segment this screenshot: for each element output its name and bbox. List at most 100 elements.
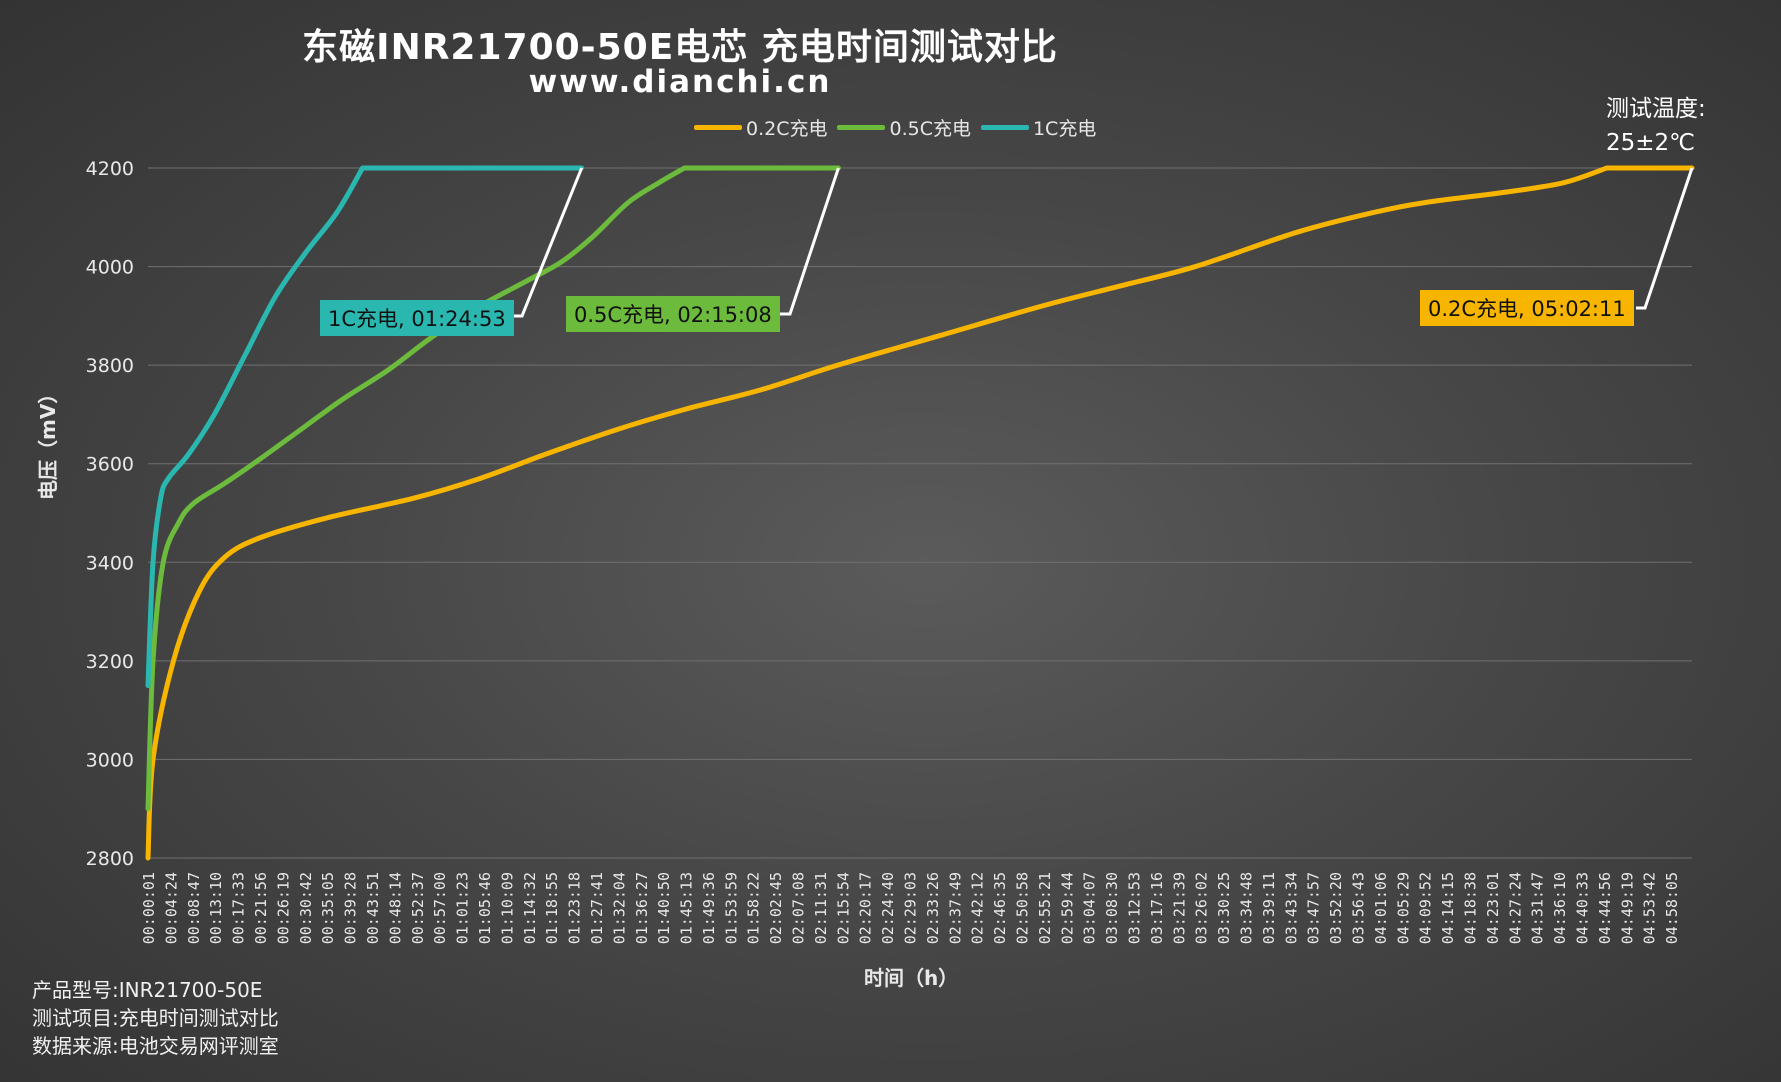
x-tick-label: 02:24:40 bbox=[879, 872, 897, 944]
y-tick-label: 3600 bbox=[86, 454, 134, 476]
x-tick-label: 00:39:28 bbox=[342, 872, 360, 944]
x-tick-label: 03:30:25 bbox=[1215, 872, 1233, 944]
y-tick-label: 4000 bbox=[86, 257, 134, 279]
y-tick-label: 3400 bbox=[86, 552, 134, 574]
x-tick-label: 01:10:09 bbox=[498, 872, 516, 944]
x-tick-label: 00:13:10 bbox=[207, 872, 225, 944]
x-tick-label: 04:01:06 bbox=[1372, 872, 1390, 944]
x-tick-label: 04:53:42 bbox=[1641, 872, 1659, 944]
x-tick-label: 00:26:19 bbox=[274, 872, 292, 944]
footer-row-test: 测试项目: 充电时间测试对比 bbox=[32, 1004, 279, 1032]
x-tick-label: 02:11:31 bbox=[812, 872, 830, 944]
x-tick-label: 01:58:22 bbox=[745, 872, 763, 944]
x-tick-label: 02:42:12 bbox=[969, 872, 987, 944]
legend-swatch-1c bbox=[980, 125, 1029, 130]
x-tick-label: 03:12:53 bbox=[1126, 872, 1144, 944]
x-tick-label: 04:05:29 bbox=[1394, 872, 1412, 944]
legend-label-0.5c: 0.5C充电 bbox=[889, 118, 971, 140]
x-tick-label: 01:53:59 bbox=[722, 872, 740, 944]
x-tick-label: 02:55:21 bbox=[1036, 872, 1054, 944]
x-tick-label: 02:50:58 bbox=[1014, 872, 1032, 944]
legend-item-0.5c: 0.5C充电 bbox=[837, 114, 971, 141]
footer-model-value: INR21700-50E bbox=[118, 978, 263, 1002]
legend-item-1c: 1C充电 bbox=[980, 114, 1097, 141]
series-line-1C充电 bbox=[145, 165, 585, 688]
x-tick-label: 02:15:54 bbox=[834, 872, 852, 944]
footer-info: 产品型号: INR21700-50E 测试项目: 充电时间测试对比 数据来源: … bbox=[32, 976, 279, 1060]
y-tick-label: 3200 bbox=[86, 651, 134, 673]
x-tick-label: 01:49:36 bbox=[700, 872, 718, 944]
x-tick-label: 03:21:39 bbox=[1170, 872, 1188, 944]
temperature-value: 25±2℃ bbox=[1606, 130, 1696, 156]
x-tick-label: 00:43:51 bbox=[364, 872, 382, 944]
x-tick-label: 01:45:13 bbox=[678, 872, 696, 944]
test-temperature: 测试温度: 25±2℃ bbox=[1606, 92, 1706, 160]
chart-subtitle: www.dianchi.cn bbox=[528, 64, 832, 100]
x-tick-label: 01:27:41 bbox=[588, 872, 606, 944]
legend-swatch-0.5c bbox=[837, 125, 886, 130]
x-tick-label: 02:20:17 bbox=[857, 872, 875, 944]
footer-test-label: 测试项目: bbox=[32, 1006, 119, 1030]
temperature-label: 测试温度: bbox=[1606, 96, 1706, 122]
x-tick-label: 00:04:24 bbox=[162, 872, 180, 944]
x-tick-label: 00:52:37 bbox=[409, 872, 427, 944]
x-tick-label: 01:05:46 bbox=[476, 872, 494, 944]
x-tick-label: 03:04:07 bbox=[1081, 872, 1099, 944]
x-tick-label: 00:21:56 bbox=[252, 872, 270, 944]
x-tick-label: 04:40:33 bbox=[1573, 872, 1591, 944]
x-tick-label: 04:09:52 bbox=[1417, 872, 1435, 944]
footer-source-label: 数据来源: bbox=[32, 1034, 119, 1058]
y-tick-label: 4200 bbox=[86, 158, 134, 180]
x-tick-label: 02:46:35 bbox=[991, 872, 1009, 944]
x-tick-label: 03:56:43 bbox=[1349, 872, 1367, 944]
x-tick-label: 01:18:55 bbox=[543, 872, 561, 944]
callout-label-0.5C充电: 0.5C充电, 02:15:08 bbox=[566, 296, 780, 332]
x-tick-label: 00:30:42 bbox=[297, 872, 315, 944]
x-tick-label: 00:17:33 bbox=[230, 872, 248, 944]
callout-leader-1C充电 bbox=[514, 167, 584, 318]
footer-test-value: 充电时间测试对比 bbox=[118, 1006, 279, 1030]
x-tick-label: 00:57:00 bbox=[431, 872, 449, 944]
legend-label-1c: 1C充电 bbox=[1032, 118, 1097, 140]
x-tick-label: 02:33:26 bbox=[924, 872, 942, 944]
x-tick-label: 03:08:30 bbox=[1103, 872, 1121, 944]
x-tick-label: 03:17:16 bbox=[1148, 872, 1166, 944]
x-tick-label: 02:59:44 bbox=[1058, 872, 1076, 944]
x-axis-label: 时间（h） bbox=[864, 966, 959, 990]
callout-leader-0.5C充电 bbox=[780, 167, 840, 316]
footer-source-value: 电池交易网评测室 bbox=[118, 1034, 279, 1058]
x-tick-label: 04:23:01 bbox=[1484, 872, 1502, 944]
y-tick-label: 3800 bbox=[86, 355, 134, 377]
legend-item-0.2c: 0.2C充电 bbox=[694, 114, 827, 141]
x-tick-label: 03:34:48 bbox=[1237, 872, 1255, 944]
callout-leader-0.2C充电 bbox=[1636, 167, 1694, 310]
x-tick-label: 03:43:34 bbox=[1282, 872, 1300, 944]
x-tick-label: 02:37:49 bbox=[946, 872, 964, 944]
x-tick-label: 01:14:32 bbox=[521, 872, 539, 944]
x-tick-label: 04:44:56 bbox=[1596, 872, 1614, 944]
x-tick-label: 02:29:03 bbox=[902, 872, 920, 944]
footer-model-label: 产品型号: bbox=[32, 978, 119, 1002]
y-tick-label: 3000 bbox=[86, 749, 134, 771]
chart-title: 东磁INR21700-50E电芯 充电时间测试对比 bbox=[302, 27, 1058, 68]
callout-label-0.2C充电: 0.2C充电, 05:02:11 bbox=[1420, 290, 1634, 326]
y-tick-label: 2800 bbox=[86, 848, 134, 870]
x-tick-label: 01:01:23 bbox=[454, 872, 472, 944]
x-tick-label: 03:47:57 bbox=[1305, 872, 1323, 944]
x-tick-label: 00:35:05 bbox=[319, 872, 337, 944]
x-tick-label: 03:26:02 bbox=[1193, 872, 1211, 944]
x-tick-label: 02:02:45 bbox=[767, 872, 785, 944]
x-tick-label: 01:36:27 bbox=[633, 872, 651, 944]
legend-label-0.2c: 0.2C充电 bbox=[746, 118, 828, 140]
series-line-0.5C充电 bbox=[145, 165, 841, 812]
x-tick-label: 01:32:04 bbox=[610, 872, 628, 944]
x-tick-label: 04:14:15 bbox=[1439, 872, 1457, 944]
footer-row-source: 数据来源: 电池交易网评测室 bbox=[32, 1032, 279, 1060]
legend: 0.2C充电 0.5C充电 1C充电 bbox=[694, 114, 1106, 141]
x-tick-label: 02:07:08 bbox=[790, 872, 808, 944]
footer-row-model: 产品型号: INR21700-50E bbox=[32, 976, 279, 1004]
x-tick-label: 00:48:14 bbox=[386, 872, 404, 944]
legend-swatch-0.2c bbox=[694, 125, 742, 130]
x-tick-label: 04:27:24 bbox=[1506, 872, 1524, 944]
